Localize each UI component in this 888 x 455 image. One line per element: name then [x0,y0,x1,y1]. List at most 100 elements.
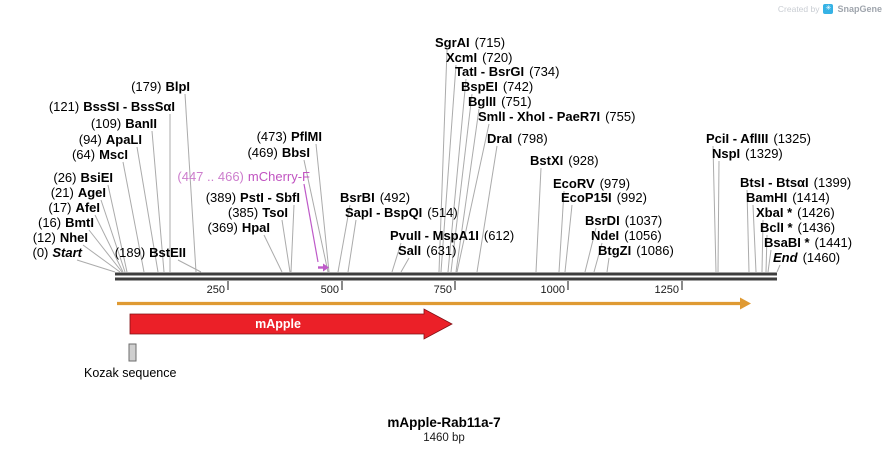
site-label-tati-bsrgi[interactable]: TatI - BsrGI (734) [455,64,560,79]
leader-line [151,130,165,273]
site-label-nspi[interactable]: NspI (1329) [712,146,783,161]
watermark-brand: SnapGene [837,4,882,14]
site-label-sapi-bspqi[interactable]: SapI - BspQI (514) [345,205,458,220]
watermark: Created by ✳ SnapGene [778,4,882,14]
leader-line [558,190,565,273]
ruler-ticks [227,281,683,290]
site-label-bsrdi[interactable]: BsrDI (1037) [585,213,663,228]
site-label-smli-xhoi-paer7i[interactable]: SmlI - XhoI - PaeR7I (755) [478,109,636,124]
site-label-bstxi[interactable]: BstXI (928) [530,153,599,168]
site-label-pvuii-mspa1i[interactable]: PvuII - MspA1I (612) [390,228,515,243]
leader-line [765,234,768,273]
leader-line [447,78,467,273]
ruler-label-750: 750 [433,284,452,296]
leader-line [717,160,720,273]
leader-line [455,108,480,273]
leader-lines [76,49,781,273]
site-label-drai[interactable]: DraI (798) [487,131,548,146]
site-label-hpai[interactable]: (369) HpaI [207,220,270,235]
kozak-feature-box[interactable] [128,343,137,362]
site-label-xbai[interactable]: XbaI * (1426) [756,205,835,220]
site-label-bsssi[interactable]: (121) BssSI - BssSαI [48,99,175,114]
leader-line [177,259,202,273]
leader-line [122,161,145,273]
leader-line [337,204,351,273]
leader-line [776,264,781,273]
leader-line [746,189,750,273]
site-label-bspei[interactable]: BspEI (742) [461,79,534,94]
ruler-label-1000: 1000 [540,284,565,296]
site-label-psti-sbfi[interactable]: (389) PstI - SbfI [205,190,300,205]
site-label-banii[interactable]: (109) BanII [90,116,157,131]
ruler-label-500: 500 [320,284,339,296]
site-label-pflmi[interactable]: (473) PflMI [256,129,322,144]
leader-line [606,257,610,273]
leader-line [281,219,291,273]
leader-line [94,214,124,273]
leader-line [347,219,357,273]
ruler-label-1250: 1250 [654,284,679,296]
site-label-start[interactable]: (0) Start [32,245,82,260]
primer-arrow-head[interactable] [323,263,329,272]
leader-line [315,143,330,273]
leader-line [290,204,295,273]
site-label-apali[interactable]: (94) ApaLI [78,132,142,147]
site-label-bamhi[interactable]: BamHI (1414) [746,190,830,205]
site-label-bglii[interactable]: BglII (751) [468,94,532,109]
site-label-btgzi[interactable]: BtgZI (1086) [598,243,674,258]
site-label-bsiei[interactable]: (26) BsiEI [53,170,113,185]
site-label-end[interactable]: End (1460) [773,250,841,265]
snapgene-logo-icon: ✳ [823,4,834,14]
primer-leader-line [303,183,319,263]
leader-line [136,146,159,273]
site-label-bsabi[interactable]: BsaBI * (1441) [764,235,853,250]
site-label-btsi[interactable]: BtsI - BtsαI (1399) [740,175,852,190]
site-label-sali[interactable]: SalI (631) [398,243,457,258]
leader-line [535,167,542,273]
site-label-bcli[interactable]: BclI * (1436) [760,220,836,235]
map-title-block: mApple-Rab11a-7 1460 bp [0,415,888,444]
site-label-afei[interactable]: (17) AfeI [48,200,100,215]
site-label-msci[interactable]: (64) MscI [71,147,128,162]
map-title: mApple-Rab11a-7 [387,415,501,430]
site-label-bbsi[interactable]: (469) BbsI [247,145,310,160]
leader-line [752,204,757,273]
sequence-bar-gap [115,275,777,278]
leader-line [76,259,116,273]
leader-line [476,145,498,273]
site-label-bmti[interactable]: (16) BmtI [37,215,94,230]
leader-line [391,242,402,273]
site-label-ndei[interactable]: NdeI (1056) [591,228,662,243]
leader-line [712,145,717,273]
leader-line [761,219,764,273]
site-label-tsoi[interactable]: (385) TsoI [227,205,288,220]
leader-line [184,93,197,273]
leader-line [438,49,448,273]
site-label-sgrai[interactable]: SgrAI (715) [435,35,506,50]
primer-label-mcherry-f[interactable]: (447 .. 466) mCherry-F [177,169,310,184]
site-label-ecorv[interactable]: EcoRV (979) [553,176,631,191]
site-label-xcmi[interactable]: XcmI (720) [446,50,513,65]
mapple-feature-label: mApple [255,317,301,331]
site-label-blpi[interactable]: (179) BlpI [131,79,190,94]
leader-line [593,242,603,273]
mapple-feature-arrow[interactable] [129,308,453,340]
leader-line [440,64,457,273]
site-label-ecop15i[interactable]: EcoP15I (992) [561,190,647,205]
leader-line [584,227,597,273]
site-label-bsrbi[interactable]: BsrBI (492) [340,190,411,205]
leader-line [88,229,123,273]
watermark-created-by: Created by [777,4,820,14]
ruler-label-250: 250 [206,284,225,296]
map-length: 1460 bp [423,432,465,444]
site-label-agei[interactable]: (21) AgeI [50,185,106,200]
leader-line [100,199,126,273]
kozak-feature-label: Kozak sequence [84,366,177,380]
site-label-bsteii[interactable]: (189) BstEII [114,245,186,260]
leader-line [450,93,473,273]
orf-feature-arrow-head[interactable] [740,297,751,310]
site-label-nhei[interactable]: (12) NheI [32,230,88,245]
site-label-pcii-afliii[interactable]: PciI - AflIII (1325) [706,131,811,146]
